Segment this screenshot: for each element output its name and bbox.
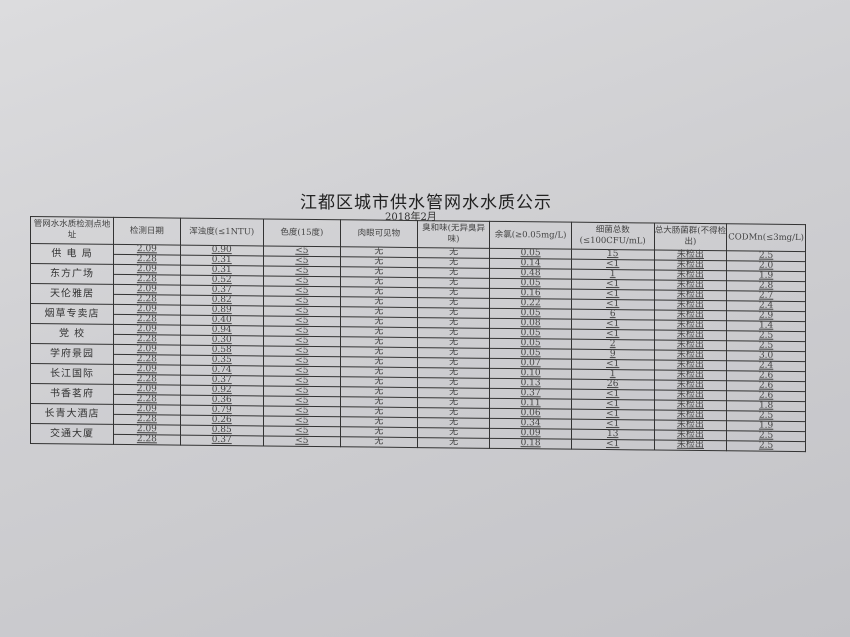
site-name: 烟草专卖店 [30, 303, 114, 325]
document-title: 江都区城市供水管网水水质公示 [300, 193, 552, 213]
table-cell: 2.5 [726, 441, 806, 452]
column-header: 浑浊度(≤1NTU) [180, 218, 264, 246]
table-cell: 无 [340, 437, 418, 448]
site-name: 东方广场 [30, 263, 114, 285]
document-date: 2018年2月 [385, 212, 437, 223]
column-header: 管网水水质检测点地址 [30, 216, 114, 245]
column-header: 臭和味(无异臭异味) [417, 220, 490, 249]
column-header: 总大肠菌群(不得检出) [654, 223, 727, 251]
table-cell: 0.18 [489, 438, 572, 450]
site-name: 学府景园 [30, 343, 114, 365]
table-cell: 无 [417, 437, 490, 449]
site-name: 长江国际 [30, 363, 114, 385]
table-cell: 2.28 [113, 434, 181, 446]
site-name: 长青大酒店 [30, 403, 114, 425]
column-header: 细菌总数(≤100CFU/mL) [571, 222, 655, 251]
column-header: 余氯(≥0.05mg/L) [489, 221, 572, 250]
site-name: 书香茗府 [30, 383, 114, 405]
site-name: 天伦雅居 [30, 283, 114, 305]
site-name: 党 校 [30, 323, 114, 345]
table-cell: <1 [571, 439, 655, 451]
table-cell: 0.37 [180, 435, 264, 446]
column-header: 色度(15度) [263, 218, 341, 247]
table-cell: 未检出 [654, 440, 727, 451]
water-quality-table: 管网水水质检测点地址 检测日期 浑浊度(≤1NTU) 色度(15度) 肉眼可见物 臭和味(… [30, 216, 806, 452]
column-header: 检测日期 [113, 217, 181, 246]
site-name: 供 电 局 [30, 243, 114, 265]
site-name: 交通大厦 [30, 423, 114, 445]
table-cell: <5 [263, 436, 341, 447]
column-header: CODMn(≤3mg/L) [726, 223, 806, 252]
column-header: 肉眼可见物 [340, 219, 418, 248]
